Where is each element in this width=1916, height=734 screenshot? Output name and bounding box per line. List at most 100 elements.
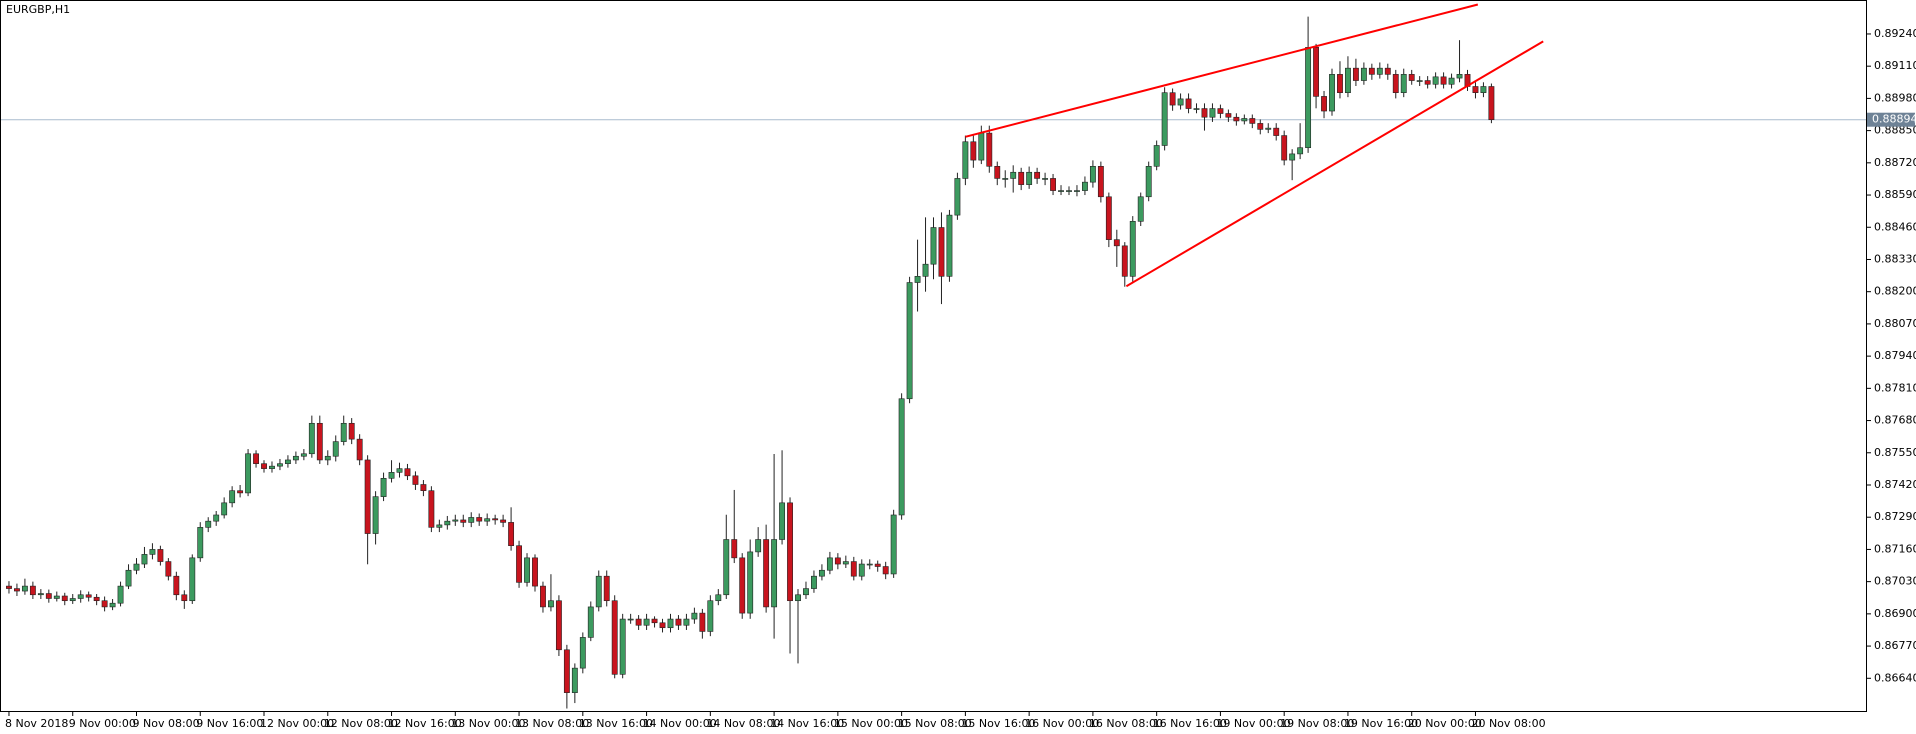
candle-body: [45, 593, 52, 599]
candle-body: [237, 490, 244, 494]
y-tick-label: 0.88070: [1874, 317, 1916, 330]
candle-body: [1010, 171, 1017, 179]
candle-body: [707, 600, 714, 632]
y-tick-label: 0.88850: [1874, 124, 1916, 137]
candle-body: [1066, 190, 1072, 192]
candle-body: [1145, 165, 1152, 198]
candle-body: [1050, 178, 1056, 191]
candle-body: [954, 178, 961, 216]
plot-frame: [0, 0, 1867, 712]
candle-body: [1480, 86, 1487, 93]
candle-body: [548, 600, 554, 608]
candle-body: [1321, 96, 1327, 112]
x-tick-label: 13 Nov 00:00: [451, 717, 525, 730]
candle-body: [253, 453, 259, 464]
candle-body: [1089, 165, 1096, 183]
candle-body: [388, 472, 395, 479]
candle-body: [587, 606, 594, 638]
y-tick-label: 0.88980: [1874, 91, 1916, 104]
candle-body: [970, 141, 977, 161]
candle-body: [1082, 181, 1088, 191]
candle-body: [1201, 108, 1208, 118]
candle-body: [611, 600, 618, 675]
y-tick-label: 0.87030: [1874, 575, 1916, 588]
candle-body: [213, 514, 220, 522]
candle-body: [858, 563, 865, 577]
candle-body: [324, 455, 331, 461]
candle-body: [1113, 239, 1120, 247]
x-tick-label: 19 Nov 00:00: [1216, 717, 1290, 730]
candle-body: [795, 594, 801, 602]
candle-body: [165, 561, 172, 577]
candle-body: [292, 455, 299, 461]
candle-body: [516, 545, 522, 583]
candle-body: [460, 519, 467, 523]
candle-body: [436, 524, 443, 528]
candle-body: [300, 453, 307, 457]
candle-body: [444, 520, 451, 526]
candle-body: [133, 563, 140, 571]
candle-body: [1448, 77, 1455, 85]
candle-body: [1329, 74, 1335, 112]
y-tick-label: 0.87550: [1874, 446, 1916, 459]
candle-body: [6, 585, 12, 589]
candle-body: [229, 490, 236, 504]
x-tick-label: 14 Nov 00:00: [643, 717, 717, 730]
candle-body: [372, 496, 379, 534]
x-tick-label: 12 Nov 08:00: [324, 717, 398, 730]
candle-body: [906, 282, 913, 400]
candle-body: [1074, 190, 1080, 192]
candle-body: [308, 422, 315, 455]
candle-body: [1313, 47, 1319, 97]
candle-body: [787, 502, 793, 602]
candle-body: [659, 622, 666, 629]
y-tick-label: 0.88590: [1874, 188, 1916, 201]
trendline: [1125, 40, 1544, 288]
candle-body: [69, 598, 76, 602]
x-tick-label: 9 Nov 00:00: [69, 717, 136, 730]
x-tick-label: 13 Nov 08:00: [515, 717, 589, 730]
candle-body: [1241, 118, 1248, 122]
candle-body: [221, 502, 228, 516]
candle-body: [555, 600, 562, 651]
candle-body: [563, 649, 570, 693]
chart-title: EURGBP,H1: [6, 3, 70, 16]
candle-body: [731, 539, 738, 559]
candle-body: [874, 563, 881, 567]
candle-body: [1289, 153, 1296, 161]
candle-body: [723, 539, 730, 596]
x-tick-label: 9 Nov 08:00: [132, 717, 199, 730]
candle-body: [1392, 74, 1399, 93]
y-tick-label: 0.88460: [1874, 220, 1916, 233]
candle-body: [540, 585, 546, 608]
candle-body: [77, 594, 84, 599]
x-tick-label: 14 Nov 16:00: [770, 717, 844, 730]
x-tick-label: 20 Nov 00:00: [1408, 717, 1482, 730]
candle-body: [1217, 108, 1224, 114]
candle-body: [21, 585, 28, 592]
y-tick-label: 0.88330: [1874, 252, 1916, 265]
candle-body: [755, 539, 762, 553]
y-tick-label: 0.87420: [1874, 478, 1916, 491]
candle-body: [1185, 98, 1192, 109]
candle-body: [699, 612, 706, 632]
candle-body: [348, 422, 355, 440]
candle-body: [284, 459, 291, 464]
candle-body: [1121, 245, 1128, 277]
x-tick-label: 16 Nov 08:00: [1089, 717, 1163, 730]
candle-body: [747, 551, 754, 614]
x-tick-label: 16 Nov 00:00: [1025, 717, 1099, 730]
candle-body: [109, 602, 116, 608]
x-tick-label: 15 Nov 00:00: [834, 717, 908, 730]
candle-body: [468, 517, 475, 523]
candle-body: [1352, 67, 1359, 81]
x-tick-label: 15 Nov 16:00: [961, 717, 1035, 730]
x-tick-label: 12 Nov 16:00: [388, 717, 462, 730]
candle-body: [1018, 171, 1025, 185]
x-tick-label: 14 Nov 08:00: [706, 717, 780, 730]
candle-body: [149, 549, 156, 555]
candle-body: [101, 600, 108, 608]
candle-body: [340, 422, 347, 442]
